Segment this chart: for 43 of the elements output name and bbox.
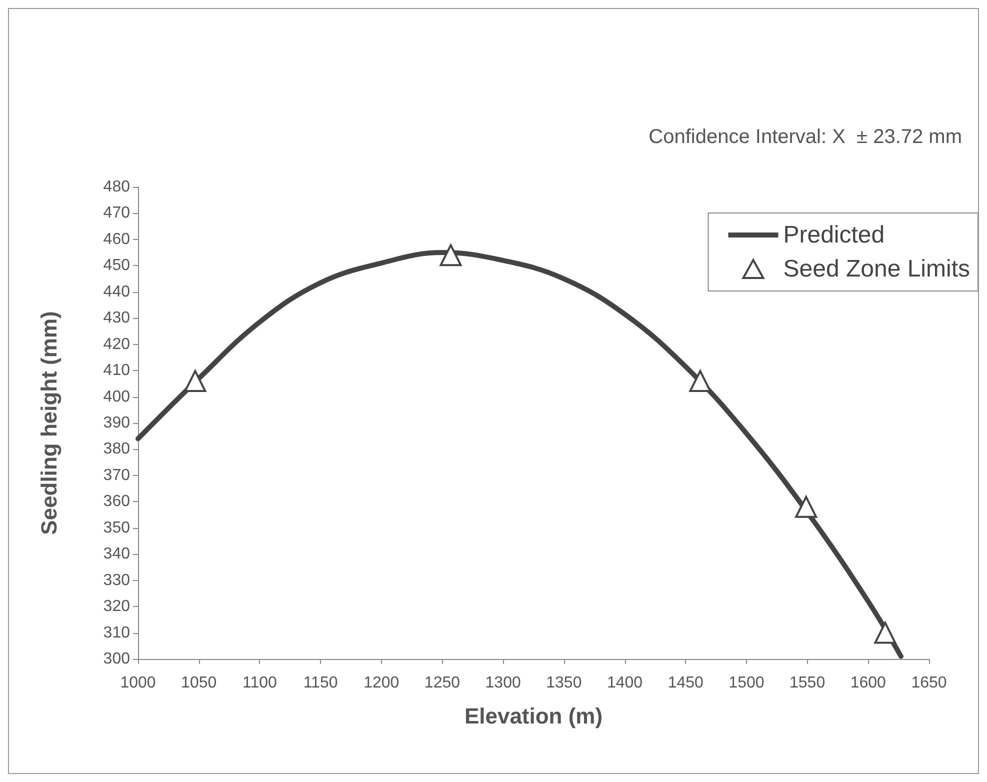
x-tick-label: 1550 [790, 674, 826, 692]
x-tick-label: 1050 [181, 674, 217, 692]
y-tick-label: 450 [103, 257, 130, 274]
point [184, 370, 206, 392]
y-tick-label: 360 [103, 493, 130, 510]
x-tick-label: 1000 [120, 674, 156, 692]
y-tick-label: 470 [103, 204, 130, 222]
y-tick-label: 370 [103, 466, 130, 484]
legend-label: Predicted [783, 222, 885, 248]
y-tick-label: 320 [103, 598, 130, 616]
y-tick-label: 430 [103, 310, 130, 327]
y-tick-label: 440 [103, 283, 130, 300]
point [440, 244, 462, 266]
y-tick-label: 390 [103, 414, 130, 432]
y-tick-label: 400 [103, 388, 130, 406]
point [795, 496, 818, 518]
y-tick-label: 420 [103, 336, 130, 353]
y-tick-label: 480 [103, 178, 130, 196]
text: Confidence Interval: X ± 23.72 mm [648, 126, 962, 148]
legend-label: Seed Zone Limits [783, 256, 970, 282]
y-tick-label: 350 [103, 519, 130, 536]
x-tick-label: 1650 [911, 674, 947, 692]
x-tick-label: 1500 [728, 674, 764, 692]
x-tick-label: 1450 [668, 674, 704, 692]
point [874, 622, 896, 644]
x-tick-label: 1300 [485, 674, 521, 692]
y-tick-label: 460 [103, 230, 130, 248]
x-axis-title: Elevation (m) [464, 704, 603, 728]
x-tick-label: 1200 [364, 674, 400, 692]
point [689, 370, 712, 392]
y-axis-title: Seedling height (mm) [36, 311, 62, 535]
x-tick-label: 1100 [242, 674, 277, 692]
y-tick-label: 300 [103, 650, 130, 668]
x-tick-label: 1350 [546, 674, 582, 692]
x-tick-label: 1150 [303, 674, 338, 692]
y-tick-label: 340 [103, 546, 130, 563]
y-tick-label: 380 [103, 440, 130, 458]
x-tick-label: 1250 [424, 674, 460, 692]
y-tick-label: 310 [103, 624, 130, 642]
x-tick-label: 1400 [606, 674, 643, 692]
x-tick-label: 1600 [850, 674, 886, 692]
y-tick-label: 330 [103, 572, 130, 589]
y-tick-label: 410 [103, 362, 130, 380]
